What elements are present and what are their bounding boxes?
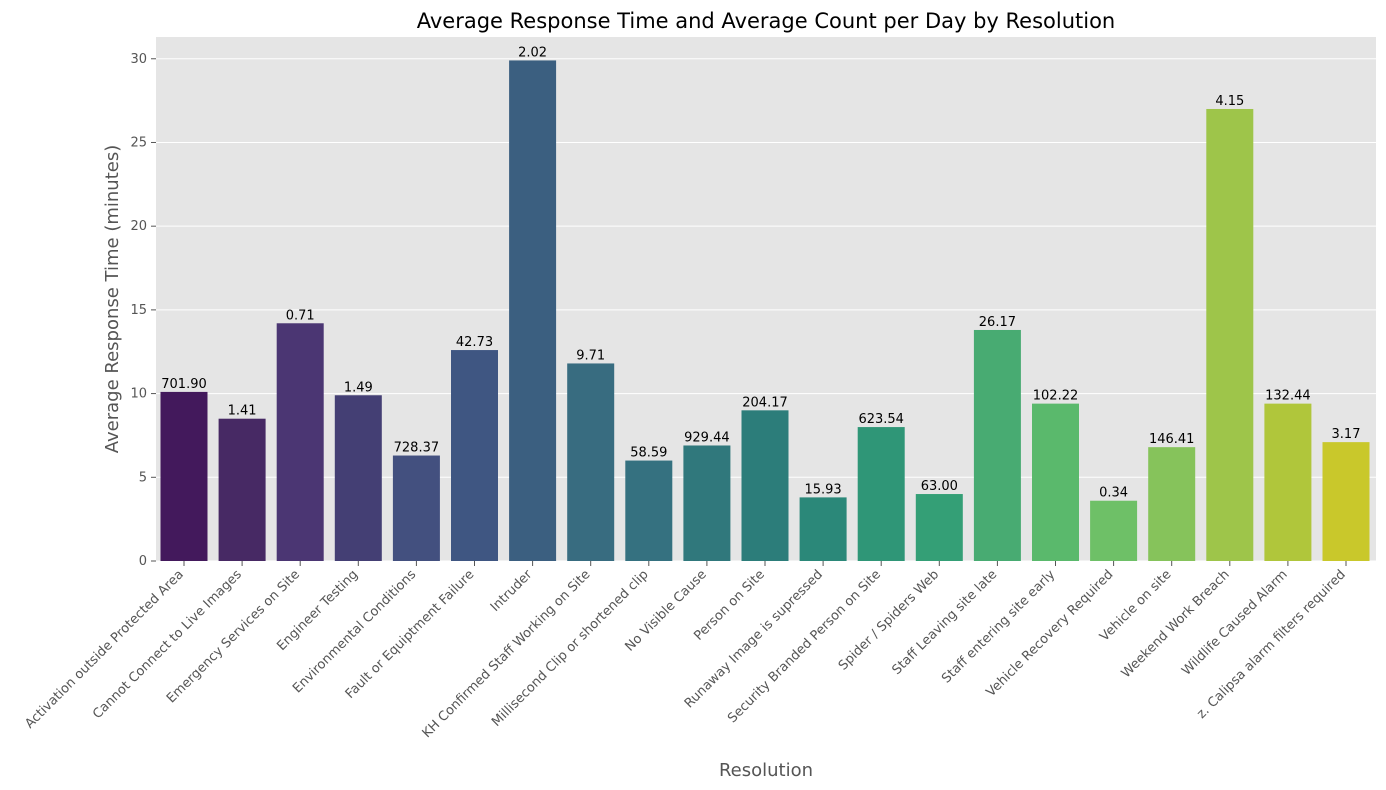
bar-value-label: 0.34: [1099, 486, 1128, 501]
bar-value-label: 63.00: [921, 479, 958, 494]
bar-value-label: 146.41: [1149, 432, 1195, 447]
bar: [915, 494, 963, 561]
y-tick-label: 30: [130, 52, 147, 67]
x-axis-label: Resolution: [719, 760, 813, 781]
bar-value-label: 3.17: [1332, 427, 1361, 442]
bar-value-label: 929.44: [684, 430, 730, 445]
bar: [625, 460, 673, 561]
bar: [1148, 447, 1196, 561]
bar-value-label: 4.15: [1215, 94, 1244, 109]
y-tick-label: 15: [130, 303, 147, 318]
bar: [741, 410, 789, 561]
bar-value-label: 728.37: [394, 441, 440, 456]
bar: [857, 427, 905, 561]
bars-group: 701.90 1.41 0.71 1.49 728.37 42.73 2.02 9.71 58.…: [160, 45, 1370, 562]
bar: [567, 363, 615, 561]
bar-value-label: 0.71: [286, 308, 315, 323]
bar: [1322, 442, 1370, 561]
bar: [1264, 403, 1312, 561]
y-tick-label: 10: [130, 387, 147, 402]
bar: [1090, 500, 1138, 561]
bar-value-label: 1.41: [228, 404, 257, 419]
y-tick-label: 0: [139, 554, 147, 569]
y-tick-label: 20: [130, 219, 147, 234]
bar-value-label: 701.90: [161, 377, 207, 392]
bar-value-label: 102.22: [1033, 389, 1079, 404]
y-axis-ticks: 0 5 10 15 20 25 30: [130, 52, 156, 569]
bar-value-label: 58.59: [630, 446, 667, 461]
bar: [276, 323, 324, 561]
bar-value-label: 623.54: [858, 412, 904, 427]
bar-value-label: 132.44: [1265, 389, 1311, 404]
y-axis-label: Average Response Time (minutes): [102, 145, 123, 454]
bar: [334, 395, 382, 561]
y-tick-label: 25: [130, 135, 147, 150]
bar-value-label: 2.02: [518, 45, 547, 60]
bar-value-label: 9.71: [576, 348, 605, 363]
bar: [451, 350, 498, 561]
bar: [392, 455, 440, 561]
bar-value-label: 26.17: [979, 315, 1016, 330]
bar: [160, 391, 208, 561]
bar: [683, 445, 731, 561]
bar-value-label: 42.73: [456, 335, 493, 350]
bar-value-label: 1.49: [344, 380, 373, 395]
bar: [799, 497, 847, 561]
chart-title: Average Response Time and Average Count …: [417, 9, 1116, 33]
bar: [509, 60, 557, 562]
bar: [973, 329, 1021, 561]
y-tick-label: 5: [139, 470, 147, 485]
bar: [218, 418, 266, 561]
bar-value-label: 15.93: [804, 482, 841, 497]
bar: [1032, 403, 1079, 561]
bar-value-label: 204.17: [742, 395, 788, 410]
bar: [1206, 108, 1254, 562]
